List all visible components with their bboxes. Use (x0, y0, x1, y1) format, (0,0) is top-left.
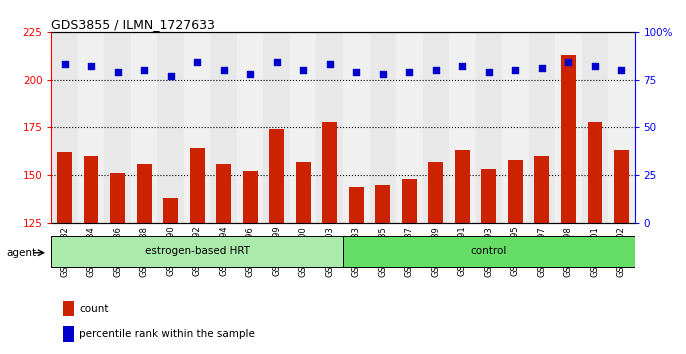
Point (457, 63, 468, 69)
Bar (316, 32, 343, 223)
Bar (475, 32, 502, 223)
Bar (396, 32, 423, 223)
Bar (482, 170, 496, 223)
Bar (190, 148, 204, 223)
Bar (402, 179, 416, 223)
Bar (582, 32, 608, 223)
Point (218, 67, 229, 73)
Bar (270, 129, 284, 223)
Point (245, 71, 256, 77)
Bar (243, 171, 257, 223)
Point (271, 59, 282, 65)
Bar (104, 32, 131, 223)
Bar (158, 32, 184, 223)
Point (86, 63, 97, 69)
Bar (423, 32, 449, 223)
FancyBboxPatch shape (343, 236, 635, 267)
Point (404, 69, 415, 75)
Bar (184, 32, 211, 223)
Text: agent: agent (7, 248, 37, 258)
Bar (131, 32, 158, 223)
Bar (555, 32, 582, 223)
Bar (375, 185, 390, 223)
Bar (78, 32, 104, 223)
Bar (449, 32, 475, 223)
Point (59, 62, 70, 67)
Bar (608, 32, 635, 223)
Point (191, 59, 202, 65)
Point (298, 67, 309, 73)
Point (510, 67, 521, 73)
Bar (217, 164, 231, 223)
Point (563, 59, 573, 65)
Bar (137, 164, 152, 223)
Point (377, 71, 388, 77)
Text: percentile rank within the sample: percentile rank within the sample (80, 329, 255, 339)
Bar (561, 55, 576, 223)
Bar (58, 152, 72, 223)
Bar (237, 32, 263, 223)
Bar (349, 187, 364, 223)
Bar (84, 156, 99, 223)
Text: control: control (471, 246, 507, 256)
Bar (508, 160, 523, 223)
Bar (429, 162, 443, 223)
Point (589, 63, 600, 69)
Text: estrogen-based HRT: estrogen-based HRT (145, 246, 250, 256)
Bar (51, 32, 78, 223)
Bar (290, 32, 316, 223)
Point (430, 67, 441, 73)
Bar (587, 122, 602, 223)
Bar (296, 162, 311, 223)
FancyBboxPatch shape (51, 236, 343, 267)
Bar (110, 173, 125, 223)
Bar (63, 301, 73, 316)
Bar (502, 32, 528, 223)
Text: GDS3855 / ILMN_1727633: GDS3855 / ILMN_1727633 (51, 18, 215, 31)
Bar (534, 156, 549, 223)
Bar (528, 32, 555, 223)
Bar (455, 150, 469, 223)
Bar (370, 32, 396, 223)
Bar (163, 198, 178, 223)
Point (324, 62, 335, 67)
Bar (63, 326, 73, 342)
Point (483, 69, 494, 75)
Bar (263, 32, 290, 223)
Point (165, 73, 176, 79)
Text: count: count (80, 303, 109, 314)
Bar (614, 150, 628, 223)
Point (351, 69, 362, 75)
Point (616, 67, 627, 73)
Bar (343, 32, 370, 223)
Point (139, 67, 150, 73)
Point (536, 65, 547, 71)
Bar (322, 122, 337, 223)
Point (113, 69, 123, 75)
Bar (211, 32, 237, 223)
